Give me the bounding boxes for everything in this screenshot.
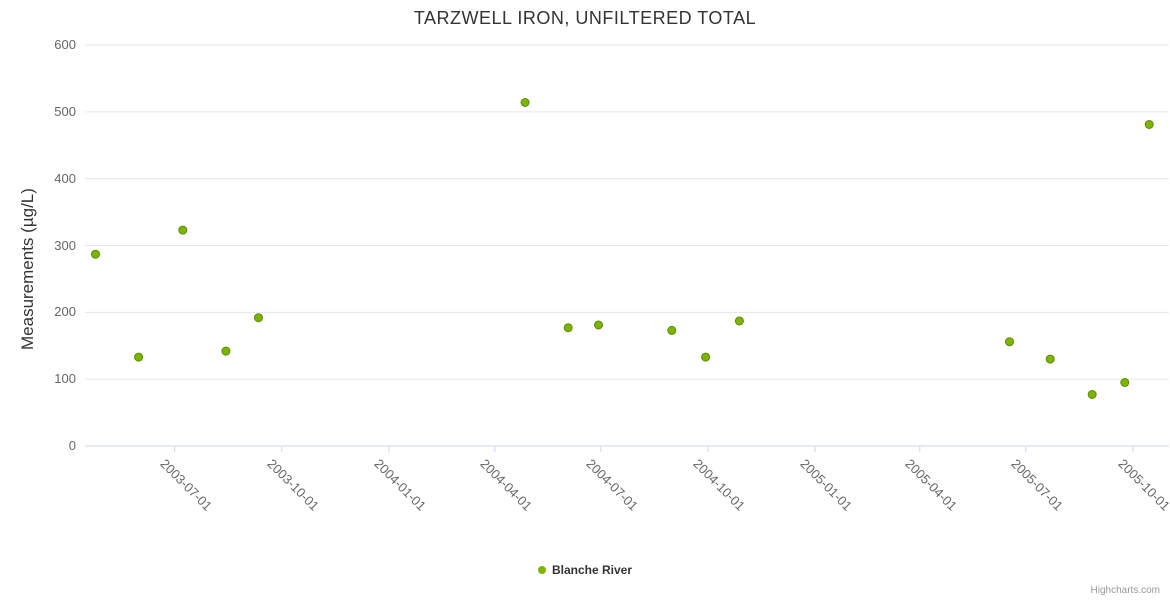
chart-title: TARZWELL IRON, UNFILTERED TOTAL <box>413 8 757 28</box>
data-point[interactable] <box>178 225 188 235</box>
data-point[interactable] <box>594 320 603 330</box>
data-point[interactable] <box>254 313 263 323</box>
data-point[interactable] <box>1120 378 1130 387</box>
data-point[interactable] <box>667 325 677 335</box>
data-point[interactable] <box>563 323 573 333</box>
data-point[interactable] <box>734 316 744 326</box>
legend-series-label: Blanche River <box>551 563 633 577</box>
highcharts-credits-link[interactable]: Highcharts.com <box>1090 585 1160 596</box>
data-point[interactable] <box>1005 337 1014 347</box>
data-point[interactable] <box>1144 120 1154 129</box>
data-point[interactable] <box>91 249 100 259</box>
legend-marker-icon <box>537 566 546 574</box>
data-point[interactable] <box>1087 390 1097 399</box>
legend-item-blanche-river[interactable]: Blanche River <box>0 563 1170 577</box>
data-point[interactable] <box>134 352 144 362</box>
data-point[interactable] <box>701 352 711 362</box>
data-point[interactable] <box>221 346 231 356</box>
data-point[interactable] <box>520 98 530 107</box>
data-point[interactable] <box>1045 354 1055 364</box>
